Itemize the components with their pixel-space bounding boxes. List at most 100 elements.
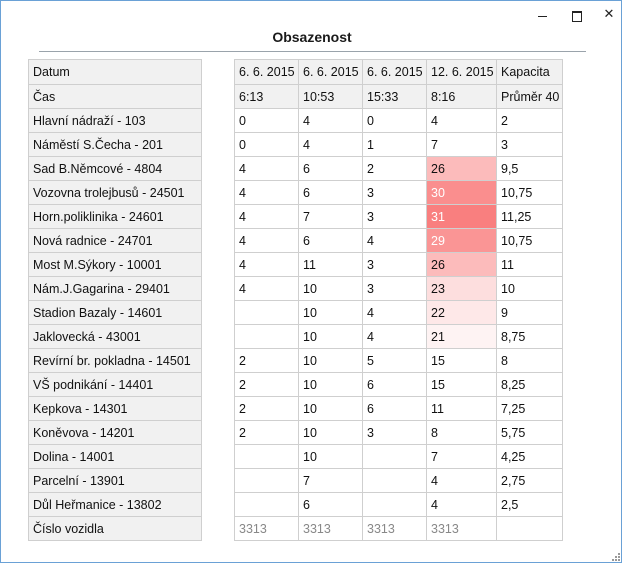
occupancy-cell: 4 — [234, 204, 299, 229]
row-label: Most M.Sýkory - 10001 — [28, 252, 202, 277]
occupancy-cell — [234, 444, 299, 469]
row-label: Koněvova - 14201 — [28, 420, 202, 445]
title-bar[interactable]: ✕ — [1, 1, 621, 29]
occupancy-cell: 15 — [426, 372, 497, 397]
row-label: Parcelní - 13901 — [28, 468, 202, 493]
capacity-cell: 9 — [496, 300, 563, 325]
table-row: 4 11 3 26 11 — [234, 252, 563, 277]
maximize-icon — [572, 11, 582, 22]
occupancy-cell: 3313 — [362, 516, 427, 541]
occupancy-cell: 2 — [234, 396, 299, 421]
table-row: 10 4 22 9 — [234, 300, 563, 325]
occupancy-cell — [234, 468, 299, 493]
table-row: 4 7 3 31 11,25 — [234, 204, 563, 229]
occupancy-cell: 4 — [234, 276, 299, 301]
close-icon: ✕ — [603, 7, 615, 22]
table-row: 6:13 10:53 15:33 8:16 Průměr 40 — [234, 84, 563, 109]
table-row: 4 6 2 26 9,5 — [234, 156, 563, 181]
occupancy-cell: 11 — [298, 252, 363, 277]
minimize-button[interactable] — [533, 5, 553, 25]
row-label-table: Datum Čas Hlavní nádraží - 103 Náměstí S.Če… — [28, 59, 202, 541]
occupancy-cell: 2 — [234, 420, 299, 445]
occupancy-cell: 10 — [298, 348, 363, 373]
occupancy-cell: 15 — [426, 348, 497, 373]
capacity-cell — [496, 516, 563, 541]
occupancy-cell: 4 — [362, 324, 427, 349]
occupancy-cell: 5 — [362, 348, 427, 373]
table-row: 4 6 4 29 10,75 — [234, 228, 563, 253]
occupancy-cell: 6 — [298, 228, 363, 253]
table-row: 10 7 4,25 — [234, 444, 563, 469]
occupancy-cell: 1 — [362, 132, 427, 157]
capacity-cell: 9,5 — [496, 156, 563, 181]
occupancy-cell: 4 — [298, 108, 363, 133]
occupancy-cell: 6 — [362, 372, 427, 397]
occupancy-cell: 2 — [234, 348, 299, 373]
occupancy-cell: 10 — [298, 300, 363, 325]
occupancy-cell: 6. 6. 2015 — [362, 59, 427, 85]
occupancy-cell — [234, 300, 299, 325]
occupancy-cell: 10 — [298, 420, 363, 445]
resize-grip[interactable] — [609, 550, 621, 562]
occupancy-cell: 6 — [298, 492, 363, 517]
table-row: 6. 6. 2015 6. 6. 2015 6. 6. 2015 12. 6. 201… — [234, 59, 563, 85]
occupancy-cell: 0 — [234, 132, 299, 157]
maximize-button[interactable] — [567, 5, 587, 25]
occupancy-cell: 3 — [362, 252, 427, 277]
occupancy-cell: 10 — [298, 324, 363, 349]
occupancy-cell: 6. 6. 2015 — [298, 59, 363, 85]
row-label: Hlavní nádraží - 103 — [28, 108, 202, 133]
capacity-cell: Průměr 40 — [496, 84, 563, 109]
occupancy-cell — [234, 324, 299, 349]
occupancy-cell: 10 — [298, 372, 363, 397]
occupancy-cell: 26 — [426, 156, 497, 181]
row-label: Sad B.Němcové - 4804 — [28, 156, 202, 181]
occupancy-cell: 12. 6. 2015 — [426, 59, 497, 85]
table-row: 10 4 21 8,75 — [234, 324, 563, 349]
occupancy-cell: 15:33 — [362, 84, 427, 109]
occupancy-cell: 29 — [426, 228, 497, 253]
occupancy-cell: 6 — [362, 396, 427, 421]
occupancy-cell: 4 — [234, 228, 299, 253]
occupancy-cell: 31 — [426, 204, 497, 229]
occupancy-cell: 0 — [362, 108, 427, 133]
occupancy-cell: 2 — [362, 156, 427, 181]
occupancy-cell: 10:53 — [298, 84, 363, 109]
occupancy-cell: 30 — [426, 180, 497, 205]
occupancy-cell: 4 — [362, 300, 427, 325]
table-row: 7 4 2,75 — [234, 468, 563, 493]
occupancy-cell: 6:13 — [234, 84, 299, 109]
capacity-cell: 11 — [496, 252, 563, 277]
occupancy-cell: 23 — [426, 276, 497, 301]
row-label: Nová radnice - 24701 — [28, 228, 202, 253]
row-label: Jaklovecká - 43001 — [28, 324, 202, 349]
capacity-cell: 10,75 — [496, 228, 563, 253]
row-label: Čas — [28, 84, 202, 109]
occupancy-cell: 10 — [298, 276, 363, 301]
capacity-cell: 11,25 — [496, 204, 563, 229]
title-divider — [39, 51, 586, 52]
capacity-cell: 8 — [496, 348, 563, 373]
row-label: Stadion Bazaly - 14601 — [28, 300, 202, 325]
page-title: Obsazenost — [272, 29, 352, 45]
table-row: 2 10 6 15 8,25 — [234, 372, 563, 397]
occupancy-cell: 6 — [298, 180, 363, 205]
capacity-cell: 2,5 — [496, 492, 563, 517]
close-button[interactable]: ✕ — [599, 5, 619, 25]
occupancy-cell: 11 — [426, 396, 497, 421]
occupancy-cell: 4 — [426, 468, 497, 493]
occupancy-cell — [362, 444, 427, 469]
row-label: Horn.poliklinika - 24601 — [28, 204, 202, 229]
occupancy-cell: 4 — [234, 252, 299, 277]
occupancy-cell: 10 — [298, 396, 363, 421]
capacity-cell: 8,25 — [496, 372, 563, 397]
row-label: Kepkova - 14301 — [28, 396, 202, 421]
capacity-cell: 2 — [496, 108, 563, 133]
occupancy-cell: 3 — [362, 276, 427, 301]
occupancy-cell: 3 — [362, 420, 427, 445]
row-label: Datum — [28, 59, 202, 85]
row-label: VŠ podnikání - 14401 — [28, 372, 202, 397]
capacity-cell: 10 — [496, 276, 563, 301]
occupancy-cell: 4 — [234, 180, 299, 205]
